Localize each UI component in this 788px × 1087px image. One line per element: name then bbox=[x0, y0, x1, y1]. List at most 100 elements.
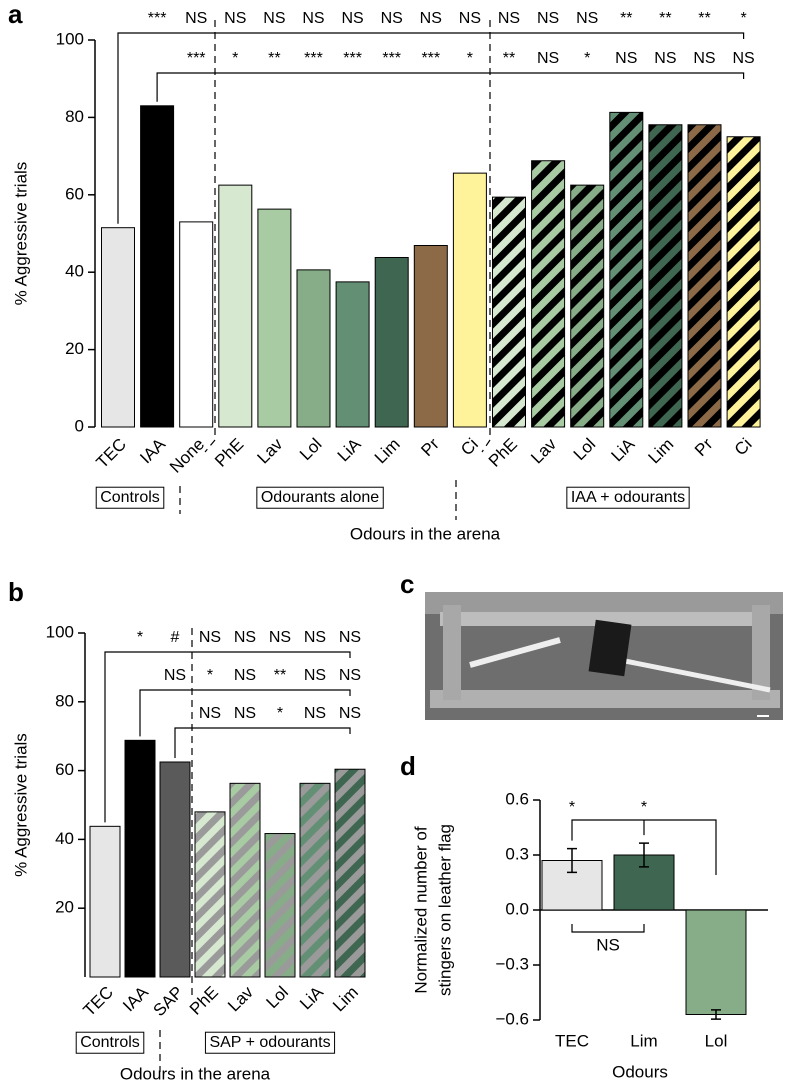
group-box bbox=[566, 486, 690, 509]
bar bbox=[374, 256, 409, 428]
significance-label: NS bbox=[234, 667, 256, 684]
significance-label: NS bbox=[164, 667, 186, 684]
significance-label: ** bbox=[659, 10, 671, 27]
bracket bbox=[571, 819, 717, 875]
significance-label: NS bbox=[304, 667, 326, 684]
significance-label: NS bbox=[693, 50, 715, 67]
x-tick-label: Lol bbox=[705, 1031, 728, 1050]
y-axis-label: Normalized number of bbox=[411, 826, 430, 994]
group-label: Controls bbox=[80, 1034, 140, 1051]
y-axis-label: stingers on leather flag bbox=[435, 824, 454, 996]
x-tick-label: None bbox=[166, 435, 208, 477]
significance-label: *** bbox=[187, 50, 206, 67]
significance-label: NS bbox=[302, 10, 324, 27]
significance-label: NS bbox=[596, 935, 620, 954]
significance-label: NS bbox=[381, 10, 403, 27]
error-bar bbox=[711, 1009, 721, 1020]
significance-label: * bbox=[207, 667, 213, 684]
bar bbox=[264, 833, 296, 978]
significance-label: NS bbox=[339, 629, 361, 646]
bar bbox=[194, 811, 226, 978]
x-tick-label: LiA bbox=[607, 434, 638, 465]
significance-label: *** bbox=[343, 50, 362, 67]
significance-label: ** bbox=[620, 10, 632, 27]
significance-label: NS bbox=[304, 629, 326, 646]
photo-beam bbox=[440, 612, 770, 626]
bar bbox=[609, 111, 644, 428]
error-bar bbox=[567, 847, 577, 874]
bar bbox=[334, 768, 366, 978]
bar bbox=[570, 184, 605, 428]
significance-label: NS bbox=[339, 667, 361, 684]
significance-label: * bbox=[584, 50, 590, 67]
comparison-line bbox=[174, 727, 351, 758]
x-tick-label: Lim bbox=[630, 1031, 657, 1050]
x-axis-label: Odours bbox=[612, 1062, 668, 1081]
group-box bbox=[75, 1031, 145, 1054]
significance-label: *** bbox=[148, 10, 167, 27]
bar bbox=[648, 124, 683, 428]
y-tick-label: 60 bbox=[65, 184, 84, 203]
y-tick-label: −0.3 bbox=[495, 954, 529, 973]
photo-post bbox=[752, 605, 770, 700]
significance-label: NS bbox=[234, 705, 256, 722]
y-tick-label: 100 bbox=[46, 622, 74, 641]
x-tick-label: IAA bbox=[136, 434, 169, 467]
comparison-line bbox=[104, 651, 351, 823]
significance-label: NS bbox=[420, 10, 442, 27]
group-box bbox=[256, 486, 384, 509]
x-tick-label: PhE bbox=[211, 435, 247, 471]
y-tick-label: 0.0 bbox=[505, 899, 529, 918]
group-label: Odourants alone bbox=[261, 489, 379, 506]
dash-line bbox=[179, 20, 216, 514]
panel-letter: b bbox=[8, 577, 24, 607]
significance-label: NS bbox=[269, 629, 291, 646]
significance-label: ** bbox=[698, 10, 710, 27]
bar bbox=[159, 761, 191, 978]
significance-label: NS bbox=[498, 10, 520, 27]
panel-letter: c bbox=[400, 569, 414, 599]
x-tick-label: LiA bbox=[334, 434, 365, 465]
significance-label: NS bbox=[224, 10, 246, 27]
significance-label: * bbox=[740, 10, 746, 27]
x-axis-label: Odours in the arena bbox=[350, 524, 501, 543]
error-bar bbox=[639, 842, 649, 868]
group-label: SAP + odourants bbox=[209, 1034, 330, 1051]
significance-label: NS bbox=[654, 50, 676, 67]
y-tick-label: −0.6 bbox=[495, 1009, 529, 1028]
bar bbox=[101, 227, 135, 428]
y-tick-label: 80 bbox=[55, 691, 74, 710]
significance-label: # bbox=[171, 629, 180, 646]
y-tick-label: 40 bbox=[55, 829, 74, 848]
group-label: Controls bbox=[100, 489, 160, 506]
bar bbox=[726, 136, 761, 428]
photo-flag bbox=[588, 619, 632, 677]
significance-label: NS bbox=[339, 705, 361, 722]
bar bbox=[685, 909, 747, 1015]
y-tick-label: 100 bbox=[56, 29, 84, 48]
x-tick-label: TEC bbox=[555, 1031, 589, 1050]
significance-label: NS bbox=[732, 50, 754, 67]
y-axis-label: % Aggressive trials bbox=[11, 733, 30, 877]
x-tick-label: PhE bbox=[186, 983, 222, 1019]
significance-label: ** bbox=[503, 50, 515, 67]
x-tick-label: PhE bbox=[485, 435, 521, 471]
x-axis-label: Odours in the arena bbox=[120, 1064, 271, 1083]
significance-label: NS bbox=[234, 629, 256, 646]
y-tick-label: 20 bbox=[55, 898, 74, 917]
x-tick-label: Pr bbox=[691, 434, 717, 460]
y-tick-label: 0 bbox=[75, 416, 84, 435]
bar bbox=[218, 184, 253, 428]
bar bbox=[413, 244, 448, 428]
significance-label: NS bbox=[199, 629, 221, 646]
significance-label: *** bbox=[421, 50, 440, 67]
group-label: IAA + odourants bbox=[571, 489, 685, 506]
dash-line bbox=[455, 20, 491, 520]
significance-label: NS bbox=[537, 50, 559, 67]
x-tick-label: Lav bbox=[254, 434, 287, 467]
bar bbox=[296, 269, 331, 428]
significance-label: * bbox=[569, 799, 575, 816]
x-tick-label: Lim bbox=[329, 983, 362, 1016]
bar bbox=[257, 208, 292, 428]
y-tick-label: 80 bbox=[65, 107, 84, 126]
